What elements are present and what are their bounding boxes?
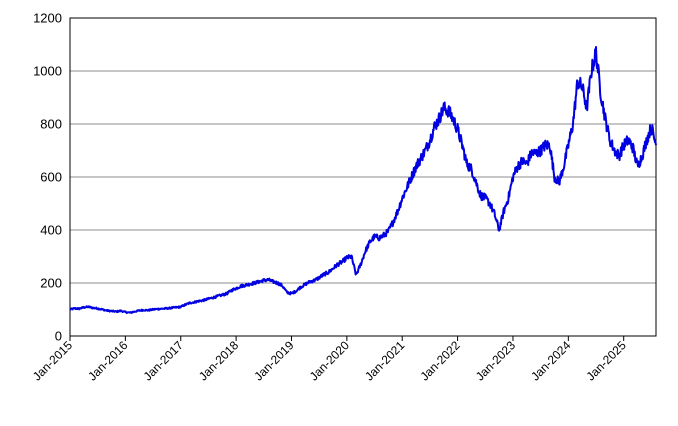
x-tick-label: Jan-2018 (196, 338, 242, 384)
x-axis: Jan-2015 Jan-2016 Jan-2017 Jan-2018 Jan-2019… (30, 336, 629, 384)
x-tick-label: Jan-2023 (473, 338, 519, 384)
x-tick-label: Jan-2024 (528, 338, 574, 384)
y-tick-label: 800 (40, 117, 62, 132)
series-line (69, 46, 657, 315)
x-tick-label: Jan-2016 (85, 338, 131, 384)
x-tick-label: Jan-2019 (251, 338, 297, 384)
y-tick-label: 400 (40, 223, 62, 238)
x-tick-label: Jan-2015 (30, 338, 76, 384)
plot-border (69, 17, 657, 337)
x-tick-label: Jan-2022 (417, 338, 463, 384)
y-tick-label: 600 (40, 170, 62, 185)
x-tick-label: Jan-2020 (307, 338, 353, 384)
x-tick-label: Jan-2021 (362, 338, 408, 384)
x-tick-label: Jan-2025 (584, 338, 630, 384)
y-tick-label: 200 (40, 276, 62, 291)
y-axis: 0 200 400 600 800 1000 1200 (33, 11, 62, 344)
y-tick-label: 1000 (33, 64, 62, 79)
y-tick-label: 0 (55, 329, 62, 344)
x-tick-label: Jan-2017 (141, 338, 187, 384)
plot-area (69, 17, 657, 337)
y-tick-label: 1200 (33, 11, 62, 26)
grid-lines (70, 17, 656, 284)
